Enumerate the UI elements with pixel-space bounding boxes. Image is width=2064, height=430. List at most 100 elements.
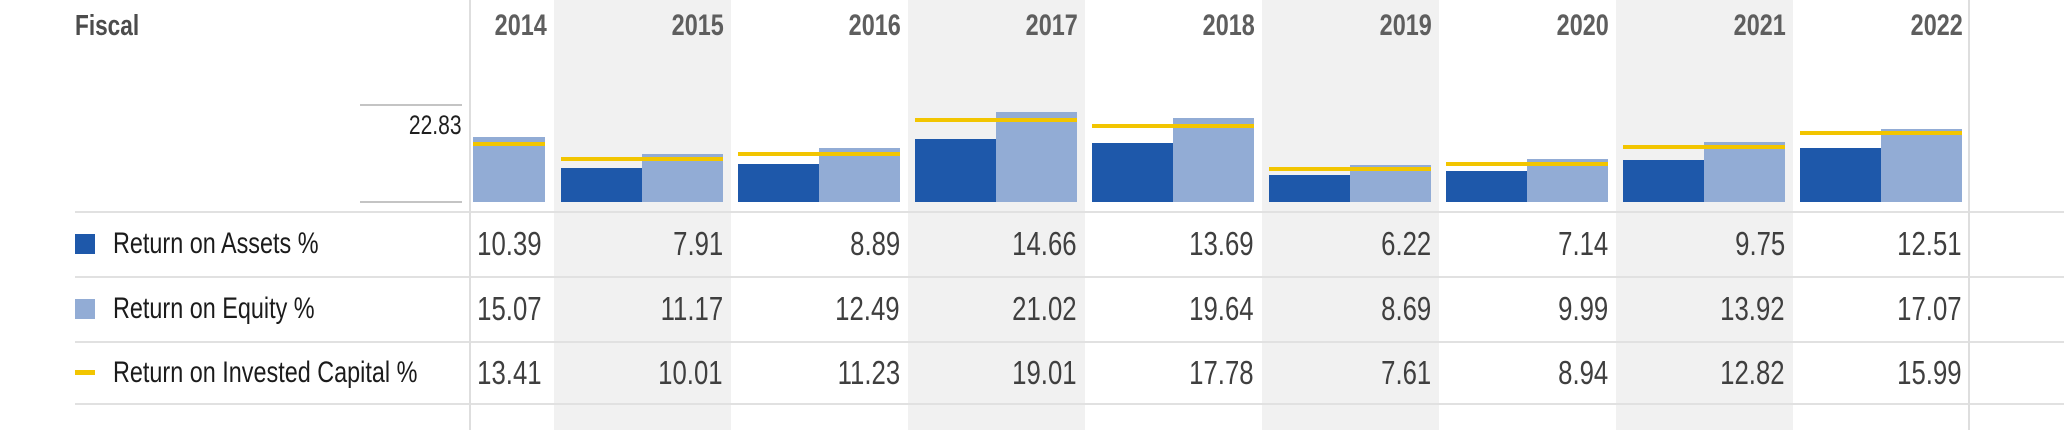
year-header-label: 2021	[1733, 9, 1786, 42]
legend-row-return-on-assets: Return on Assets %	[75, 212, 376, 276]
value-cell-2014: 10.39	[470, 212, 550, 276]
roe-bar-2014	[473, 137, 545, 202]
row-divider-0	[75, 211, 2064, 213]
legend-row-return-on-equity: Return on Equity %	[75, 277, 371, 341]
year-header-2016: 2016	[731, 0, 908, 52]
return-on-invested-capital-marker-icon	[75, 370, 95, 375]
value-cell-2017: 14.66	[908, 212, 1085, 276]
value-cell-2018: 13.69	[1085, 212, 1262, 276]
legend-label: Return on Equity %	[113, 292, 315, 325]
value-cell-2017: 19.01	[908, 342, 1085, 403]
roe-bar-2020	[1527, 159, 1608, 202]
value-text: 19.64	[1189, 290, 1254, 327]
roe-bar-2015	[642, 154, 723, 202]
year-header-label: 2017	[1025, 9, 1078, 42]
axis-max-label: 22.83	[409, 110, 462, 140]
value-text: 21.02	[1012, 290, 1077, 327]
value-text: 11.23	[837, 353, 900, 391]
right-edge-separator	[1968, 0, 1970, 430]
roic-line-2016	[738, 152, 900, 156]
value-text: 19.01	[1012, 353, 1077, 391]
value-text: 6.22	[1380, 225, 1431, 262]
year-header-2018: 2018	[1085, 0, 1262, 52]
row-divider-1	[75, 276, 2064, 278]
row-divider-2	[75, 341, 2064, 343]
roa-bar-2020	[1446, 171, 1527, 202]
column-background-2015	[554, 0, 731, 430]
value-text: 12.49	[835, 290, 900, 327]
value-cell-2014: 15.07	[470, 277, 550, 341]
value-text: 17.07	[1897, 290, 1962, 327]
value-text: 14.66	[1012, 225, 1077, 262]
value-text: 12.82	[1720, 353, 1785, 391]
fiscal-header-label: Fiscal	[75, 9, 140, 42]
value-text: 11.17	[660, 290, 723, 327]
roa-bar-2017	[915, 139, 996, 202]
column-background-2019	[1262, 0, 1439, 430]
value-cell-2015: 7.91	[554, 212, 731, 276]
value-cell-2020: 8.94	[1439, 342, 1616, 403]
roic-line-2022	[1800, 131, 1962, 135]
return-on-equity-marker-icon	[75, 299, 95, 319]
value-cell-2020: 7.14	[1439, 212, 1616, 276]
year-header-label: 2019	[1379, 9, 1432, 42]
value-cell-2019: 6.22	[1262, 212, 1439, 276]
roic-line-2021	[1623, 145, 1785, 149]
roa-bar-2021	[1623, 160, 1704, 202]
value-text: 17.78	[1189, 353, 1254, 391]
value-cell-2017: 21.02	[908, 277, 1085, 341]
legend-label: Return on Invested Capital %	[113, 355, 418, 389]
value-text: 13.41	[477, 353, 542, 391]
roa-bar-2015	[561, 168, 642, 202]
column-background-2017	[908, 0, 1085, 430]
roe-bar-2016	[819, 148, 900, 202]
roa-bar-2018	[1092, 143, 1173, 202]
year-header-2019: 2019	[1262, 0, 1439, 52]
value-text: 12.51	[1897, 225, 1962, 262]
roic-line-2015	[561, 157, 723, 161]
roe-bar-2021	[1704, 142, 1785, 202]
value-cell-2022: 15.99	[1793, 342, 1970, 403]
value-cell-2022: 12.51	[1793, 212, 1970, 276]
year-header-label: 2022	[1910, 9, 1963, 42]
axis-baseline-tick	[360, 201, 462, 203]
value-cell-2014: 13.41	[470, 342, 550, 403]
value-text: 13.69	[1189, 225, 1254, 262]
value-text: 10.39	[477, 225, 542, 262]
year-header-label: 2016	[848, 9, 901, 42]
value-text: 7.91	[672, 225, 723, 262]
value-cell-2015: 10.01	[554, 342, 731, 403]
value-text: 7.61	[1380, 353, 1431, 391]
value-text: 15.07	[477, 290, 542, 327]
value-cell-2021: 13.92	[1616, 277, 1793, 341]
value-cell-2016: 12.49	[731, 277, 908, 341]
axis-max-tick	[360, 104, 462, 106]
legend-label: Return on Assets %	[113, 227, 319, 260]
year-header-2020: 2020	[1439, 0, 1616, 52]
column-background-2021	[1616, 0, 1793, 430]
year-header-label: 2020	[1556, 9, 1609, 42]
roa-bar-2019	[1269, 175, 1350, 202]
roe-bar-2017	[996, 112, 1077, 202]
value-text: 9.75	[1734, 225, 1785, 262]
value-cell-2020: 9.99	[1439, 277, 1616, 341]
year-header-2021: 2021	[1616, 0, 1793, 52]
year-header-label: 2014	[494, 9, 547, 42]
value-text: 10.01	[658, 353, 723, 391]
roic-line-2017	[915, 118, 1077, 122]
return-on-assets-marker-icon	[75, 234, 95, 254]
row-divider-3	[75, 403, 2064, 405]
label-column-separator	[469, 0, 471, 430]
year-header-2017: 2017	[908, 0, 1085, 52]
roe-bar-2022	[1881, 129, 1962, 202]
legend-row-return-on-invested-capital: Return on Invested Capital %	[75, 342, 503, 403]
value-cell-2016: 11.23	[731, 342, 908, 403]
year-header-2014: 2014	[470, 0, 554, 52]
roic-line-2020	[1446, 162, 1608, 166]
value-text: 8.69	[1380, 290, 1431, 327]
value-cell-2016: 8.89	[731, 212, 908, 276]
value-cell-2018: 17.78	[1085, 342, 1262, 403]
value-cell-2019: 7.61	[1262, 342, 1439, 403]
fiscal-header: Fiscal	[75, 0, 157, 52]
